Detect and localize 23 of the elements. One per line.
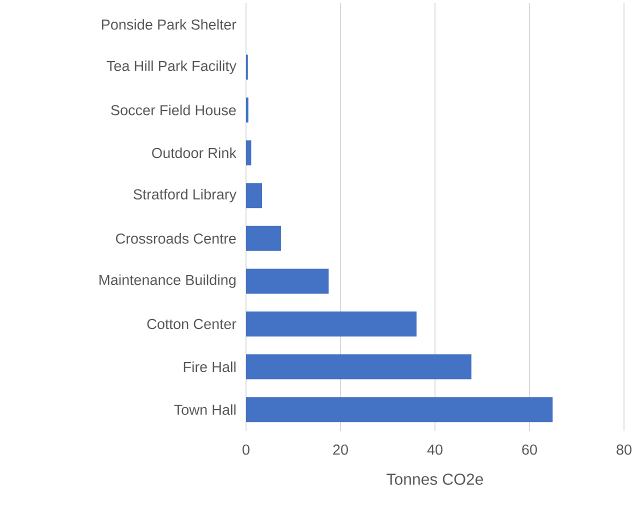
- y-tick-label: Crossroads Centre: [116, 233, 236, 244]
- x-tick-label: 0: [242, 444, 250, 455]
- bar: [246, 397, 553, 422]
- bar: [246, 183, 262, 208]
- y-tick-label: Town Hall: [174, 404, 236, 415]
- y-tick-label: Outdoor Rink: [152, 147, 236, 158]
- bar: [246, 354, 472, 380]
- bar: [246, 268, 329, 294]
- x-axis-title: Tonnes CO2e: [386, 474, 484, 485]
- y-tick-label: Fire Hall: [184, 362, 236, 372]
- x-tick-label: 60: [522, 444, 537, 455]
- y-tick-label: Tea Hill Park Facility: [106, 60, 236, 74]
- y-tick-label: Stratford Library: [134, 188, 236, 202]
- bar: [246, 140, 252, 166]
- x-tick-label: 80: [616, 444, 632, 455]
- bar: [246, 312, 417, 337]
- y-tick-label: Maintenance Building: [100, 274, 236, 288]
- y-tick-label: Soccer Field House: [111, 104, 236, 116]
- x-tick-label: 20: [333, 444, 348, 455]
- bar: [246, 226, 281, 251]
- y-tick-label: Ponside Park Shelter: [102, 19, 236, 30]
- y-tick-label: Cotton Center: [147, 318, 236, 330]
- x-tick-label: 40: [427, 444, 442, 455]
